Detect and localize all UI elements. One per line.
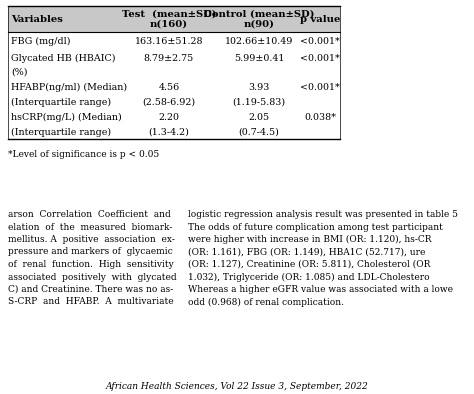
Text: C) and Creatinine. There was no as-: C) and Creatinine. There was no as- [8,285,173,294]
Text: 2.20: 2.20 [158,113,180,121]
Text: Whereas a higher eGFR value was associated with a lowe: Whereas a higher eGFR value was associat… [188,285,453,294]
Text: mellitus. A  positive  association  ex-: mellitus. A positive association ex- [8,235,175,244]
Text: 102.66±10.49: 102.66±10.49 [225,37,293,45]
Text: associated  positively  with  glycated: associated positively with glycated [8,273,177,281]
Text: Glycated HB (HBAIC): Glycated HB (HBAIC) [11,54,116,63]
Text: 2.05: 2.05 [248,113,270,121]
Text: arson  Correlation  Coefficient  and: arson Correlation Coefficient and [8,210,171,219]
Text: were higher with increase in BMI (OR: 1.120), hs-CR: were higher with increase in BMI (OR: 1.… [188,235,431,244]
Text: <0.001*: <0.001* [300,54,340,63]
Text: The odds of future complication among test participant: The odds of future complication among te… [188,223,443,232]
Text: 1.032), Triglyceride (OR: 1.085) and LDL-Cholestero: 1.032), Triglyceride (OR: 1.085) and LDL… [188,273,429,282]
Text: <0.001*: <0.001* [300,82,340,91]
Text: of  renal  function.  High  sensitivity: of renal function. High sensitivity [8,260,174,269]
Text: (1.19-5.83): (1.19-5.83) [232,97,285,106]
Text: (Interquartile range): (Interquartile range) [11,97,111,106]
Text: (OR: 1.127), Creatinine (OR: 5.811), Cholesterol (OR: (OR: 1.127), Creatinine (OR: 5.811), Cho… [188,260,430,269]
Text: (2.58-6.92): (2.58-6.92) [143,97,196,106]
Text: Control (mean±SD)
n(90): Control (mean±SD) n(90) [204,9,314,29]
Bar [8,6,340,32]
Text: (0.7-4.5): (0.7-4.5) [238,128,280,136]
Text: 0.038*: 0.038* [304,113,336,121]
Text: S-CRP  and  HFABP.  A  multivariate: S-CRP and HFABP. A multivariate [8,297,173,307]
Text: odd (0.968) of renal complication.: odd (0.968) of renal complication. [188,297,344,307]
Text: 163.16±51.28: 163.16±51.28 [135,37,203,45]
Text: (OR: 1.161), FBG (OR: 1.149), HBA1C (52.717), ure: (OR: 1.161), FBG (OR: 1.149), HBA1C (52.… [188,247,425,256]
Text: logistic regression analysis result was presented in table 5: logistic regression analysis result was … [188,210,458,219]
Text: 3.93: 3.93 [248,82,270,91]
Text: (1.3-4.2): (1.3-4.2) [148,128,190,136]
Text: Variables: Variables [11,15,63,24]
Text: Test  (mean±SD)
n(160): Test (mean±SD) n(160) [122,9,216,29]
Text: HFABP(ng/ml) (Median): HFABP(ng/ml) (Median) [11,82,127,91]
Text: 4.56: 4.56 [158,82,180,91]
Text: elation  of  the  measured  biomark-: elation of the measured biomark- [8,223,173,232]
Text: (Interquartile range): (Interquartile range) [11,127,111,137]
Text: p value: p value [300,15,340,24]
Text: *Level of significance is p < 0.05: *Level of significance is p < 0.05 [8,150,159,159]
Text: pressure and markers of  glycaemic: pressure and markers of glycaemic [8,247,173,256]
Text: 5.99±0.41: 5.99±0.41 [234,54,284,63]
Text: FBG (mg/dl): FBG (mg/dl) [11,36,71,46]
Text: 8.79±2.75: 8.79±2.75 [144,54,194,63]
Text: African Health Sciences, Vol 22 Issue 3, September, 2022: African Health Sciences, Vol 22 Issue 3,… [106,382,368,391]
Text: (%): (%) [11,68,27,77]
Text: hsCRP(mg/L) (Median): hsCRP(mg/L) (Median) [11,112,122,122]
Text: <0.001*: <0.001* [300,37,340,45]
